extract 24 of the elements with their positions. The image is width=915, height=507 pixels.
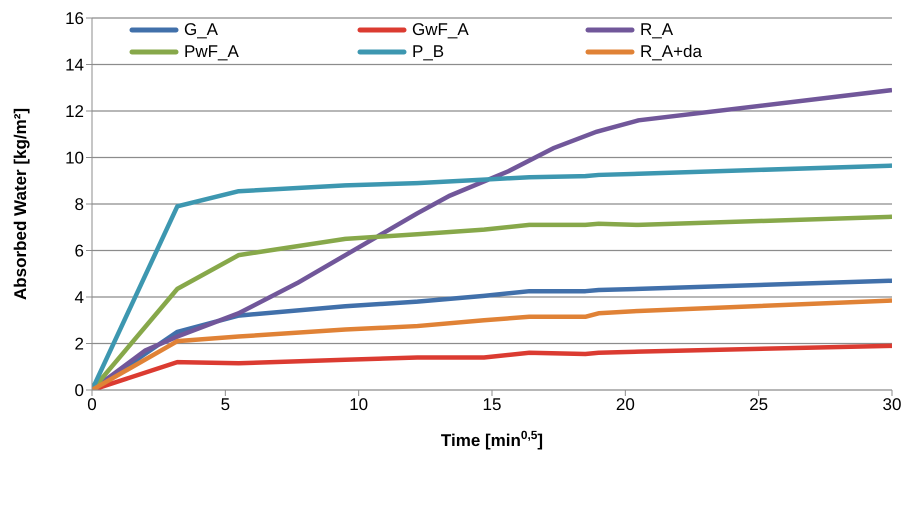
x-tick-label: 5 <box>220 395 230 414</box>
legend-label: G_A <box>184 20 218 40</box>
y-tick-label: 8 <box>74 195 84 214</box>
x-tick-label: 20 <box>616 395 635 414</box>
x-tick-label: 10 <box>349 395 368 414</box>
x-axis-title: Time [min$^{0,5}$] <box>440 428 544 450</box>
legend-label: PwF_A <box>184 42 239 62</box>
y-tick-label: 10 <box>65 148 84 168</box>
y-tick-label: 14 <box>65 56 84 75</box>
y-tick-label: 0 <box>74 381 84 400</box>
y-tick-label: 6 <box>74 242 84 261</box>
x-tick-label: 15 <box>482 395 502 414</box>
legend-label: P_B <box>412 42 444 62</box>
y-tick-label: 2 <box>74 334 84 354</box>
legend-label: R_A <box>640 20 674 40</box>
x-tick-label: 25 <box>749 395 768 414</box>
x-tick-label: 30 <box>882 395 902 414</box>
y-axis-title: Absorbed Water [kg/m²] <box>11 108 30 300</box>
legend-label: R_A+da <box>640 42 702 62</box>
y-tick-label: 4 <box>74 288 84 308</box>
y-tick-label: 12 <box>65 102 84 122</box>
legend-label: GwF_A <box>412 20 469 40</box>
x-tick-label: 0 <box>87 395 97 414</box>
y-tick-label: 16 <box>65 9 84 28</box>
